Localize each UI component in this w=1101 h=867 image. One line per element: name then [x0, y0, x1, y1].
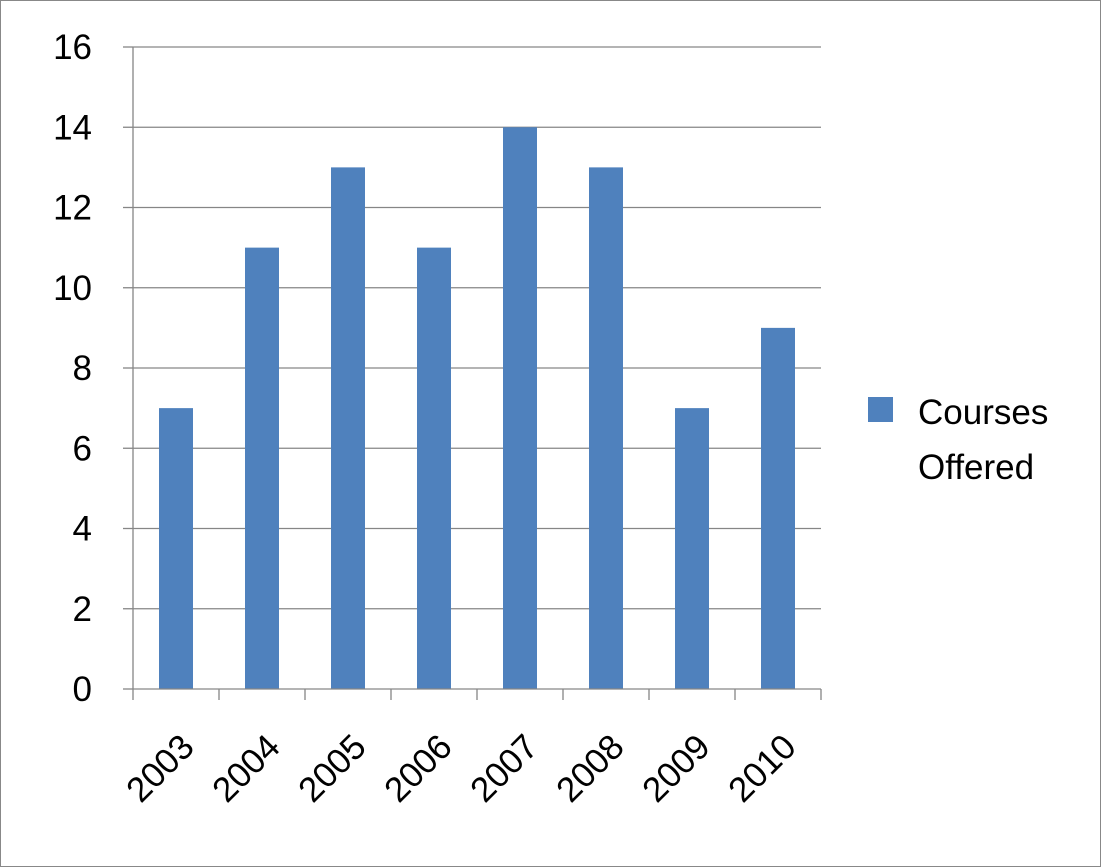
- bar-2008: [589, 167, 623, 689]
- y-tick-label: 8: [73, 349, 92, 388]
- legend: Courses Offered: [868, 393, 1048, 487]
- x-tick-labels: 2003 2004 2005 2006 2007 2008 2009 2010: [119, 727, 804, 810]
- x-tick-label: 2008: [549, 727, 632, 810]
- y-tick-label: 14: [53, 108, 92, 147]
- x-tick-label: 2009: [635, 727, 718, 810]
- y-tick-label: 4: [73, 510, 92, 549]
- bar-2003: [159, 408, 193, 689]
- legend-label-line-2: Offered: [918, 448, 1034, 487]
- legend-label-line-1: Courses: [918, 393, 1048, 432]
- bar-2004: [245, 247, 279, 689]
- axes: [123, 46, 822, 700]
- x-tick-label: 2007: [463, 727, 546, 810]
- bar-2009: [675, 408, 709, 689]
- bar-2010: [761, 327, 795, 689]
- bar-2006: [417, 247, 451, 689]
- y-tick-label: 0: [73, 670, 92, 709]
- legend-swatch: [868, 397, 893, 422]
- bar-2005: [331, 167, 365, 689]
- x-tick-label: 2003: [119, 727, 202, 810]
- y-tick-labels: 0 2 4 6 8 10 12 14 16: [53, 28, 92, 709]
- x-tick-label: 2006: [377, 727, 460, 810]
- y-tick-label: 10: [53, 269, 92, 308]
- y-tick-label: 2: [73, 590, 92, 629]
- x-tick-label: 2004: [205, 727, 288, 810]
- y-tick-label: 12: [53, 189, 92, 228]
- x-tick-label: 2010: [721, 727, 804, 810]
- y-tick-label: 16: [53, 28, 92, 67]
- x-tick-label: 2005: [291, 727, 374, 810]
- gridlines: [133, 46, 821, 610]
- bars: [159, 127, 795, 689]
- bar-2007: [503, 127, 537, 689]
- y-tick-label: 6: [73, 429, 92, 468]
